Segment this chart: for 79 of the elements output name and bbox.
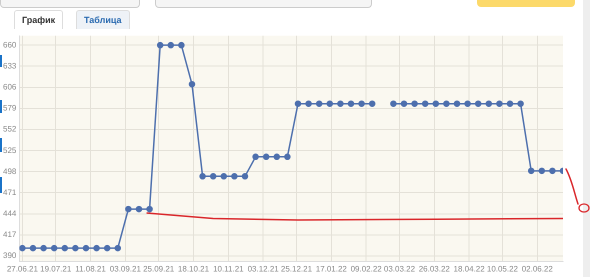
point xyxy=(93,244,100,252)
point xyxy=(538,168,546,174)
point xyxy=(506,100,514,107)
y-tick-label: 552 xyxy=(2,124,17,134)
point xyxy=(305,100,312,107)
point xyxy=(528,168,534,174)
text: Таблица xyxy=(76,10,130,29)
point xyxy=(390,100,397,107)
x-tick-label: 03.12.21 xyxy=(248,264,280,274)
point xyxy=(326,100,334,107)
x-tick-label: 02.06.22 xyxy=(522,264,554,274)
point xyxy=(40,244,47,252)
point xyxy=(316,100,322,107)
point xyxy=(443,100,450,107)
x-tick-label: 03.09.21 xyxy=(110,264,142,274)
point xyxy=(358,100,365,107)
point xyxy=(178,42,185,48)
y-tick-label: 633 xyxy=(2,61,17,70)
point xyxy=(19,244,26,252)
y-tick-label: 390 xyxy=(2,251,17,260)
point xyxy=(284,154,291,160)
x-tick-label: 11.08.21 xyxy=(75,264,106,274)
point xyxy=(168,42,174,48)
x-tick-label: 10.11.21 xyxy=(213,264,244,274)
point xyxy=(104,244,110,252)
point xyxy=(454,100,460,107)
y-tick-label: 444 xyxy=(2,208,17,218)
point xyxy=(422,100,428,107)
point xyxy=(411,100,418,107)
x-tick-label: 19.07.21 xyxy=(40,264,72,274)
x-tick-label: 25.12.21 xyxy=(280,264,313,274)
y-tick-label: 525 xyxy=(2,146,17,155)
point xyxy=(114,244,122,252)
x-tick-label: 03.03.22 xyxy=(384,264,416,274)
point xyxy=(136,206,142,212)
text: График xyxy=(14,10,64,29)
point xyxy=(368,100,376,107)
point xyxy=(72,244,79,252)
point xyxy=(400,100,408,107)
x-tick-label: 26.03.22 xyxy=(418,264,450,274)
point xyxy=(432,100,440,107)
x-tick-label: 18.10.21 xyxy=(178,264,210,274)
x-tick-label: 17.01.22 xyxy=(316,264,348,274)
point xyxy=(50,244,58,252)
point xyxy=(125,206,132,212)
y-tick-label: 471 xyxy=(2,188,17,197)
x-tick-label: 25.09.21 xyxy=(143,264,175,274)
point xyxy=(188,80,196,88)
point xyxy=(220,173,228,180)
x-tick-label: 10.05.22 xyxy=(486,264,519,274)
point xyxy=(474,100,482,107)
point xyxy=(496,100,503,107)
point xyxy=(62,244,68,252)
point xyxy=(210,173,216,180)
point xyxy=(549,168,556,174)
point xyxy=(294,100,302,107)
point xyxy=(486,100,492,107)
point xyxy=(464,100,471,107)
x-tick-label: 27.06.21 xyxy=(6,264,38,274)
point xyxy=(146,206,153,212)
point xyxy=(262,154,270,160)
point xyxy=(348,100,354,107)
point xyxy=(82,244,90,252)
x-tick-label: 18.04.22 xyxy=(454,264,486,274)
point xyxy=(156,42,164,48)
point xyxy=(30,244,36,252)
point xyxy=(517,100,524,107)
point xyxy=(199,173,206,180)
y-tick-label: 579 xyxy=(2,104,17,113)
y-tick-label: 660 xyxy=(2,40,17,50)
point xyxy=(337,100,344,107)
y-tick-label: 417 xyxy=(2,230,17,240)
point xyxy=(242,173,248,180)
y-tick-label: 606 xyxy=(2,82,17,92)
y-tick-label: 498 xyxy=(2,166,17,176)
point xyxy=(274,154,280,160)
point xyxy=(231,173,238,180)
point xyxy=(252,154,259,160)
x-tick-label: 09.02.22 xyxy=(350,264,382,274)
